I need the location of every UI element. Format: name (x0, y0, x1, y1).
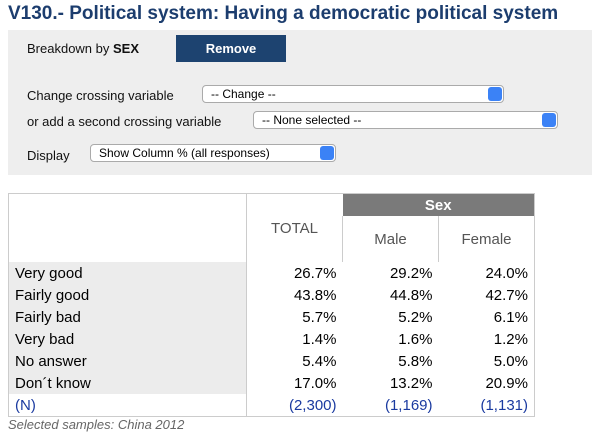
cell: 26.7% (293, 264, 337, 282)
table-row: Very bad 1.4% 1.6% 1.2% (8, 328, 535, 350)
group-header: Sex (342, 193, 535, 216)
second-crossing-label: or add a second crossing variable (27, 114, 222, 129)
row-label: No answer (8, 350, 247, 372)
cell: 1.6% (398, 330, 433, 348)
cell: 6.1% (493, 308, 528, 326)
cell: 5.0% (493, 352, 528, 370)
cell: 5.2% (398, 308, 433, 326)
cell: 13.2% (389, 374, 433, 392)
cell: 24.0% (485, 264, 528, 282)
subheader-row: Male Female (9, 216, 535, 262)
cell: 20.9% (485, 374, 528, 392)
cell: (1,131) (480, 396, 528, 414)
breakdown-variable: SEX (113, 41, 140, 56)
cell: 1.4% (302, 330, 337, 348)
footer-note: Selected samples: China 2012 (8, 417, 185, 432)
cell: (2,300) (288, 396, 337, 414)
results-table: TOTAL Sex Male Female Very good 26.7% 29.2… (8, 193, 535, 417)
cell: (1,169) (384, 396, 433, 414)
column-header: TOTAL (246, 193, 343, 262)
crossing-select[interactable]: -- Change -- (202, 85, 504, 103)
cell: 29.2% (389, 264, 433, 282)
crossing-label: Change crossing variable (27, 88, 174, 103)
table-row: No answer 5.4% 5.8% 5.0% (8, 350, 535, 372)
table-row: Fairly good 43.8% 44.8% 42.7% (8, 284, 535, 306)
row-label: (N) (8, 394, 247, 417)
cell: 42.7% (485, 286, 528, 304)
display-label: Display (27, 148, 70, 163)
row-label: Fairly bad (8, 306, 247, 328)
table-row: Fairly bad 5.7% 5.2% 6.1% (8, 306, 535, 328)
remove-button[interactable]: Remove (176, 35, 286, 62)
table-row: Don´t know 17.0% 13.2% 20.9% (8, 372, 535, 394)
header-row: TOTAL Sex (8, 193, 535, 262)
table-row: Very good 26.7% 29.2% 24.0% (8, 262, 535, 284)
breakdown-text: Breakdown by SEX (27, 41, 139, 56)
cell: 5.4% (302, 352, 337, 370)
row-label: Fairly good (8, 284, 247, 306)
corner-cell (8, 193, 247, 262)
row-label: Don´t know (8, 372, 247, 394)
cell: 1.2% (493, 330, 528, 348)
row-label: Very good (8, 262, 247, 284)
table-row: (N) (2,300) (1,169) (1,131) (8, 394, 535, 417)
display-select[interactable]: Show Column % (all responses) (90, 144, 336, 162)
second-crossing-select[interactable]: -- None selected -- (253, 111, 558, 129)
column-header: Male (342, 216, 439, 262)
breakdown-label: Breakdown by (27, 41, 110, 56)
table-body: TOTAL Sex Male Female Very good 26.7% 29.2… (8, 193, 535, 417)
cell: 5.7% (302, 308, 337, 326)
cell: 17.0% (293, 374, 337, 392)
cell: 5.8% (398, 352, 433, 370)
cell: 44.8% (389, 286, 433, 304)
title: V130.- Political system: Having a democr… (8, 3, 559, 24)
row-label: Very bad (8, 328, 247, 350)
column-header: Female (438, 216, 535, 262)
cell: 43.8% (293, 286, 337, 304)
